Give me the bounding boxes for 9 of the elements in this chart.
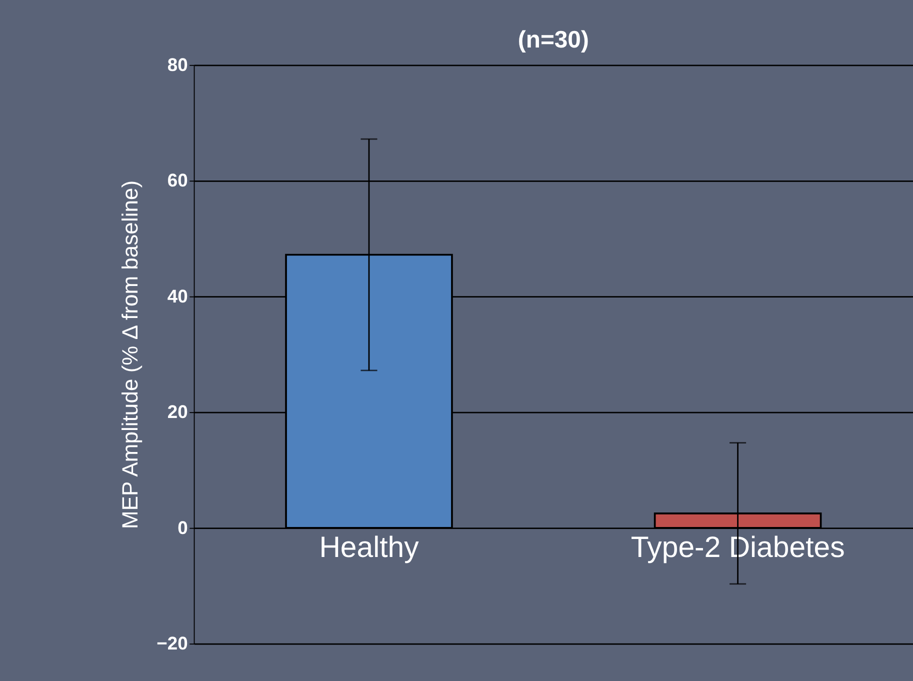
x-tick-label: Healthy: [319, 530, 420, 564]
y-tick-label: 60: [167, 170, 188, 191]
y-tick-label: 80: [167, 54, 188, 75]
y-tick-label: 20: [167, 401, 188, 422]
chart-title: (n=30): [518, 26, 589, 54]
y-tick-label: −20: [156, 632, 188, 654]
y-tick-label: 0: [178, 516, 188, 538]
y-tick-label: 40: [167, 285, 188, 306]
y-axis-title: MEP Amplitude (% Δ from baseline): [117, 180, 142, 530]
